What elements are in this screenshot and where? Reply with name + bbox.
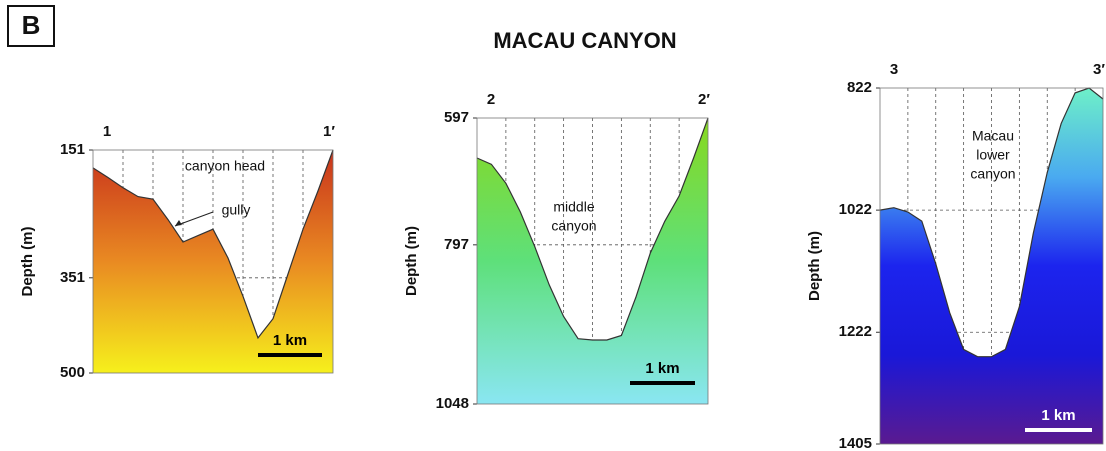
top-label-left: 3 (890, 61, 898, 78)
plot-frame (476, 117, 709, 405)
top-label-right: 2′ (698, 91, 710, 108)
scale-bar-label: 1 km (645, 360, 679, 377)
top-label-right: 1′ (323, 123, 335, 140)
y-tick-label: 1222 (839, 323, 872, 340)
y-axis-label: Depth (m) (19, 227, 36, 297)
panel-label: B (22, 10, 41, 40)
y-tick-label: 822 (847, 79, 872, 96)
y-tick-label: 500 (60, 364, 85, 381)
plot-frame (92, 149, 334, 374)
plot-frame (879, 87, 1104, 445)
y-tick-label: 797 (444, 236, 469, 253)
annotation-arrow (174, 211, 214, 227)
annotation: canyon (551, 218, 596, 234)
annotation: canyon head (185, 158, 265, 174)
top-label-left: 1 (103, 123, 111, 140)
annotation: middle (553, 199, 594, 215)
top-label-right: 3′ (1093, 61, 1105, 78)
y-tick-label: 1022 (839, 201, 872, 218)
profile-line (476, 117, 709, 341)
y-tick-label: 351 (60, 269, 85, 286)
annotation: Macau (972, 128, 1014, 144)
arrow-head (175, 220, 182, 226)
panel-label-box (7, 5, 55, 47)
profile-line (92, 149, 334, 340)
top-label-left: 2 (487, 91, 495, 108)
y-tick-label: 1048 (436, 395, 469, 412)
annotation: gully (222, 202, 251, 218)
profile-line (879, 87, 1104, 358)
scale-bar-label: 1 km (273, 332, 307, 349)
y-axis-label: Depth (m) (806, 231, 823, 301)
area (93, 150, 333, 373)
scale-bar-label: 1 km (1041, 407, 1075, 424)
annotation: lower (976, 147, 1010, 163)
area (477, 118, 708, 404)
annotation: canyon (970, 166, 1015, 182)
y-tick-label: 1405 (839, 435, 872, 451)
area (880, 88, 1103, 444)
y-tick-label: 597 (444, 109, 469, 126)
y-tick-label: 151 (60, 141, 85, 158)
chart-title: MACAU CANYON (493, 28, 676, 53)
y-axis-label: Depth (m) (403, 226, 420, 296)
